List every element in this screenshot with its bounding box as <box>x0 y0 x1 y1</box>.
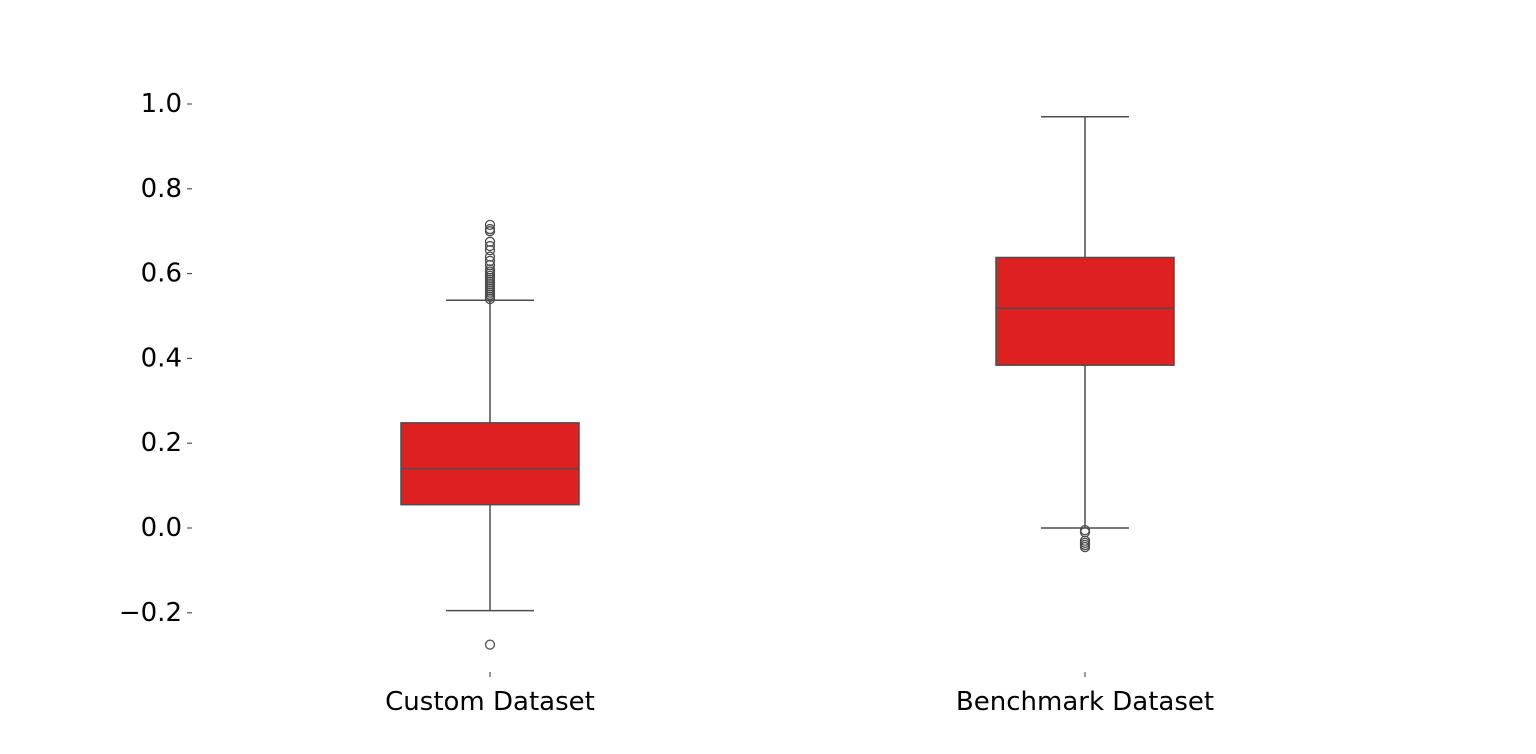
outlier-point <box>484 251 496 262</box>
outlier-point <box>484 223 496 235</box>
x-category-label: Benchmark Dataset <box>956 687 1214 717</box>
y-axis: −0.2 0.0 0.2 0.4 0.6 0.8 1.0 <box>119 89 192 628</box>
outlier-point <box>484 219 496 230</box>
y-tick-label: 0.4 <box>141 343 182 373</box>
y-tick-label: −0.2 <box>119 598 182 628</box>
iqr-box <box>995 256 1175 366</box>
outlier-point <box>484 255 496 267</box>
y-tick-label: 0.2 <box>141 428 182 458</box>
outlier-point <box>1079 527 1091 538</box>
outlier-point <box>484 236 496 247</box>
y-tick-label: 0.8 <box>141 174 182 204</box>
y-tick-label: 1.0 <box>141 89 182 119</box>
plot-area <box>400 115 1175 650</box>
outlier-point <box>484 639 496 650</box>
outlier-point <box>1079 541 1091 553</box>
outlier-point <box>484 240 496 252</box>
box-group <box>400 219 580 650</box>
y-tick-label: 0.0 <box>141 513 182 543</box>
y-tick-label: 0.6 <box>141 259 182 289</box>
x-category-label: Custom Dataset <box>385 687 595 717</box>
box-group <box>995 115 1175 553</box>
x-axis: Custom Dataset Benchmark Dataset <box>385 672 1214 717</box>
iqr-box <box>400 422 580 506</box>
